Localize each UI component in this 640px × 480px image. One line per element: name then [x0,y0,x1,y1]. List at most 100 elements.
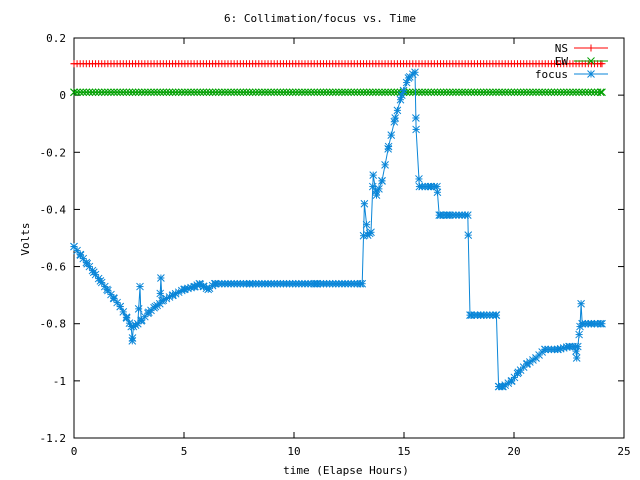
marker-stroke [596,88,605,97]
marker-stroke [245,88,254,97]
marker-stroke [442,88,451,97]
marker-stroke [94,88,103,97]
data-point-focus [119,308,128,316]
marker-stroke [598,88,606,97]
marker-stroke [113,298,121,307]
data-point-focus [312,279,320,288]
marker-stroke [584,88,593,97]
data-point-ew [433,88,442,97]
data-point-focus [433,182,441,191]
data-point-ew [264,88,272,97]
marker-stroke [248,88,257,97]
marker-stroke [476,88,485,97]
marker-stroke [325,88,334,97]
marker-stroke [199,282,208,291]
data-point-ew [375,88,383,97]
data-point-ew [82,88,91,97]
marker-stroke [190,88,198,97]
data-point-focus [169,291,177,299]
data-point-focus [444,211,452,219]
marker-stroke [367,228,375,237]
data-point-ew [181,88,189,97]
data-point-focus [540,345,549,354]
marker-stroke [144,88,152,97]
marker-stroke [445,88,454,97]
data-point-ew [415,88,423,97]
marker-stroke [566,88,574,97]
marker-stroke [368,182,377,191]
data-point-focus [463,211,472,219]
data-point-ew [578,88,587,97]
data-point-ew [279,88,288,97]
data-point-ew [452,88,460,97]
marker-stroke [128,88,137,97]
plot-frame [73,37,625,439]
data-point-ew [285,88,294,97]
marker-stroke [455,88,463,97]
data-point-ew [418,88,426,97]
data-point-ew [110,88,118,97]
marker-stroke [184,88,192,97]
data-point-ew [208,88,217,97]
marker-stroke [100,88,109,97]
marker-stroke [122,88,131,97]
data-point-ew [405,88,414,97]
data-point-focus [532,354,540,362]
marker-stroke [109,294,118,302]
marker-stroke [393,88,402,97]
marker-stroke [298,88,306,97]
data-point-ew [291,88,300,97]
data-point-focus [384,142,393,151]
marker-stroke [470,88,479,97]
marker-stroke [304,88,312,97]
data-point-focus [415,182,424,191]
marker-stroke [402,78,411,87]
marker-stroke [360,199,369,208]
marker-stroke [378,177,386,185]
data-point-focus [372,191,381,199]
data-point-ew [88,88,97,97]
marker-stroke [79,254,88,263]
marker-stroke [338,88,346,97]
data-point-ew [310,88,319,97]
marker-stroke [76,88,85,97]
data-point-ew [199,88,208,97]
marker-stroke [246,279,254,288]
marker-stroke [171,88,180,97]
data-point-focus [396,95,405,104]
marker-stroke [261,88,269,97]
x-axis-label: time (Elapse Hours) [283,464,409,477]
marker-stroke [104,88,112,97]
marker-stroke [294,88,303,97]
marker-stroke [267,88,275,97]
axes-layer [73,37,625,439]
data-point-focus [492,311,501,319]
ticks-layer: 0 5 10 15 20 25 0.2 0 -0.2 -0.4 -0.6 -0.8 -1 -1.2 [40,32,631,458]
data-point-focus [204,285,213,294]
data-point-ew [113,88,121,97]
data-point-ew [501,88,510,97]
marker-stroke [204,285,213,294]
marker-stroke [368,88,377,97]
data-point-ew [85,88,94,97]
data-point-ew [304,88,312,97]
marker-stroke [444,211,452,219]
data-point-ew [556,88,565,97]
data-point-ew [248,88,257,97]
marker-stroke [211,88,220,97]
marker-stroke [137,88,146,97]
data-point-ew [455,88,463,97]
marker-stroke [221,88,229,97]
data-point-focus [391,114,400,122]
marker-stroke [144,308,153,317]
data-point-focus [572,354,581,362]
data-point-ew [341,88,349,97]
marker-stroke [466,311,474,319]
data-point-ew [239,88,248,97]
data-point-ew [482,88,491,97]
data-point-ew [313,88,322,97]
data-point-ew [162,88,171,97]
marker-stroke [110,88,118,97]
marker-stroke [196,88,205,97]
marker-stroke [399,86,408,95]
